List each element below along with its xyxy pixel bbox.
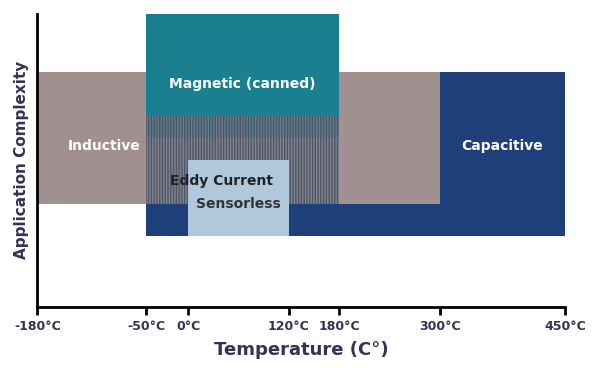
Text: Capacitive: Capacitive xyxy=(461,139,543,153)
Text: Eddy Current: Eddy Current xyxy=(170,174,273,188)
Bar xyxy=(146,204,440,236)
X-axis label: Temperature (C°): Temperature (C°) xyxy=(214,341,389,359)
Bar xyxy=(146,14,339,137)
Text: Magnetic (canned): Magnetic (canned) xyxy=(169,77,316,91)
Y-axis label: Application Complexity: Application Complexity xyxy=(14,61,29,259)
Bar xyxy=(440,72,565,236)
Bar xyxy=(188,160,289,236)
Text: Inductive: Inductive xyxy=(68,139,140,153)
Bar xyxy=(146,116,339,204)
Text: Sensorless: Sensorless xyxy=(196,197,281,211)
Bar xyxy=(37,72,440,204)
Bar xyxy=(146,116,339,204)
